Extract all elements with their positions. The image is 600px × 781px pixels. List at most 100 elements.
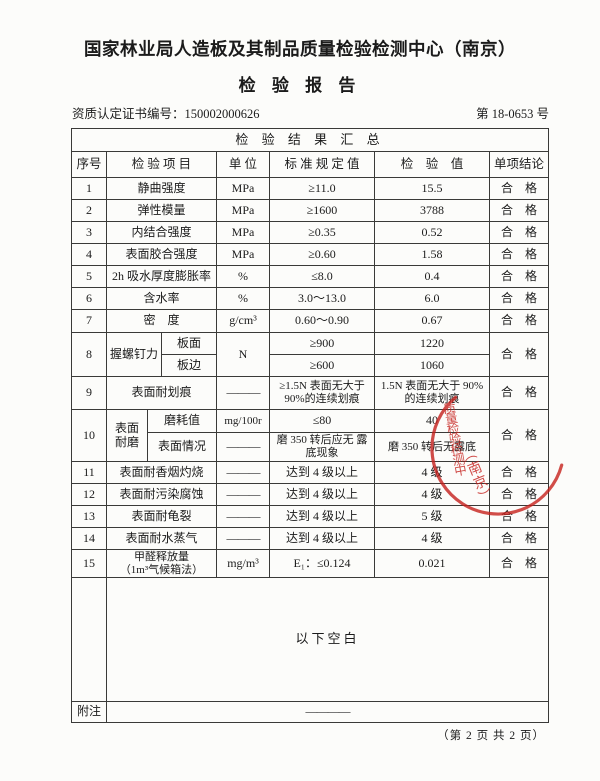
conclusion: 合 格 — [488, 287, 550, 310]
unit-dash: ——— — [216, 483, 270, 506]
organization-title: 国家林业局人造板及其制品质量检验检测中心（南京） — [84, 39, 516, 59]
row-number: 8 — [71, 332, 107, 377]
document-title: 检 验 报 告 — [238, 76, 362, 95]
column-header-unit: 单 位 — [216, 151, 270, 178]
test-value: 0.52 — [374, 221, 490, 244]
table-row: 11 表面耐香烟灼烧 ——— 达到 4 级以上 4 级 合 格 — [71, 461, 550, 484]
table-row: 15 甲醛释放量 （1m³气候箱法） mg/m³ E₁：≤0.124 0.021… — [71, 549, 550, 578]
item-name: 表面 耐磨 — [106, 409, 148, 462]
unit-dash: ——— — [216, 376, 270, 410]
standard-value: 达到 4 级以上 — [269, 483, 375, 506]
row-number: 15 — [71, 549, 107, 578]
standard-value: ≤80 — [269, 409, 375, 433]
item-name: 握螺钉力 — [106, 332, 162, 377]
conclusion: 合 格 — [488, 309, 550, 333]
test-value: 5 级 — [374, 505, 490, 528]
sub-item-board-edge: 板边 — [161, 354, 217, 377]
conclusion: 合 格 — [488, 221, 550, 244]
dash-line: ———— — [305, 704, 351, 719]
empty-cell — [71, 577, 107, 702]
test-value: 0.021 — [374, 549, 490, 578]
row-number: 9 — [71, 376, 107, 410]
standard-value: 0.60～0.90 — [269, 309, 375, 333]
standard-value: 达到 4 级以上 — [269, 461, 375, 484]
item-line1: 表面 — [114, 420, 139, 435]
unit-dash: ——— — [216, 461, 270, 484]
test-value: 1060 — [374, 354, 490, 377]
test-value: 1220 — [374, 332, 490, 355]
table-row: 4 表面胶合强度 MPa ≥0.60 1.58 合 格 — [71, 243, 550, 266]
unit: g/cm³ — [216, 309, 270, 333]
table-row: 10 表面 耐磨 磨耗值 mg/100r ≤80 40 合 格 — [71, 409, 550, 462]
item-line1: 甲醛释放量 — [134, 550, 189, 563]
table-row: 2 弹性模量 MPa ≥1600 3788 合 格 — [71, 199, 550, 222]
report-number: 第 18-0653 号 — [476, 107, 549, 121]
sub-item-surface-condition: 表面情况 — [147, 432, 217, 462]
conclusion: 合 格 — [488, 527, 550, 550]
column-header-standard: 标 准 规 定 值 — [269, 151, 375, 178]
item-line2: 耐磨 — [114, 434, 139, 449]
row-number: 13 — [71, 505, 107, 528]
item-name: 表面耐龟裂 — [106, 505, 217, 528]
unit: % — [216, 265, 270, 288]
standard-value: ≥600 — [269, 354, 375, 377]
column-header-item: 检 验 项 目 — [106, 151, 217, 178]
table-row: 6 含水率 % 3.0～13.0 6.0 合 格 — [71, 287, 550, 310]
unit: N — [216, 332, 270, 377]
row-number: 14 — [71, 527, 107, 550]
standard-value: ≥0.35 — [269, 221, 375, 244]
conclusion: 合 格 — [488, 332, 550, 377]
table-row: 附注 ———— — [71, 701, 550, 723]
table-row: 13 表面耐龟裂 ——— 达到 4 级以上 5 级 合 格 — [71, 505, 550, 528]
table-row: 14 表面耐水蒸气 ——— 达到 4 级以上 4 级 合 格 — [71, 527, 550, 550]
item-name: 表面耐水蒸气 — [106, 527, 217, 550]
conclusion: 合 格 — [488, 243, 550, 266]
test-value: 1.5N 表面无大于 90%的连续划痕 — [374, 376, 490, 410]
test-value: 4 级 — [374, 461, 490, 484]
table-row: 1 静曲强度 MPa ≥11.0 15.5 合 格 — [71, 177, 550, 200]
item-name: 静曲强度 — [106, 177, 217, 200]
standard-value: ≥11.0 — [269, 177, 375, 200]
unit: mg/m³ — [216, 549, 270, 578]
conclusion: 合 格 — [488, 409, 550, 462]
item-name: 表面胶合强度 — [106, 243, 217, 266]
item-name: 表面耐划痕 — [106, 376, 217, 410]
table-row: 以下空白 — [71, 577, 550, 702]
item-name: 密 度 — [106, 309, 217, 333]
unit: MPa — [216, 243, 270, 266]
conclusion: 合 格 — [488, 549, 550, 578]
row-number: 11 — [71, 461, 107, 484]
row-number: 5 — [71, 265, 107, 288]
dash-line: ——— — [226, 439, 261, 454]
page-indicator: （第 2 页 共 2 页） — [437, 730, 545, 742]
table-caption: 检 验 结 果 汇 总 — [70, 128, 550, 152]
conclusion: 合 格 — [488, 505, 550, 528]
standard-value: ≥900 — [269, 332, 375, 355]
item-line2: （1m³气候箱法） — [119, 563, 204, 576]
standard-value: 达到 4 级以上 — [269, 505, 375, 528]
certificate-number: 资质认定证书编号：150002000626 — [72, 107, 260, 121]
dash-line: ——— — [226, 464, 261, 479]
standard-value: 磨 350 转后应无 露底现象 — [269, 432, 375, 462]
row-number: 7 — [71, 309, 107, 333]
row-number: 3 — [71, 221, 107, 244]
dash-line: ——— — [226, 486, 261, 501]
standard-value: ≥1600 — [269, 199, 375, 222]
note-label: 附注 — [71, 701, 107, 723]
test-value: 1.58 — [374, 243, 490, 266]
row-number: 12 — [71, 483, 107, 506]
standard-value: E₁：≤0.124 — [269, 549, 375, 578]
results-table: 检 验 结 果 汇 总 序号 检 验 项 目 单 位 标 准 规 定 值 检 验… — [70, 128, 550, 723]
test-value: 15.5 — [374, 177, 490, 200]
column-header-value: 检 验 值 — [374, 151, 490, 178]
unit: MPa — [216, 177, 270, 200]
item-name: 表面耐香烟灼烧 — [106, 461, 217, 484]
table-row: 3 内结合强度 MPa ≥0.35 0.52 合 格 — [71, 221, 550, 244]
standard-value: 达到 4 级以上 — [269, 527, 375, 550]
conclusion: 合 格 — [488, 265, 550, 288]
unit: MPa — [216, 199, 270, 222]
row-number: 10 — [71, 409, 107, 462]
test-value: 40 — [374, 409, 490, 433]
item-name: 2h 吸水厚度膨胀率 — [106, 265, 217, 288]
